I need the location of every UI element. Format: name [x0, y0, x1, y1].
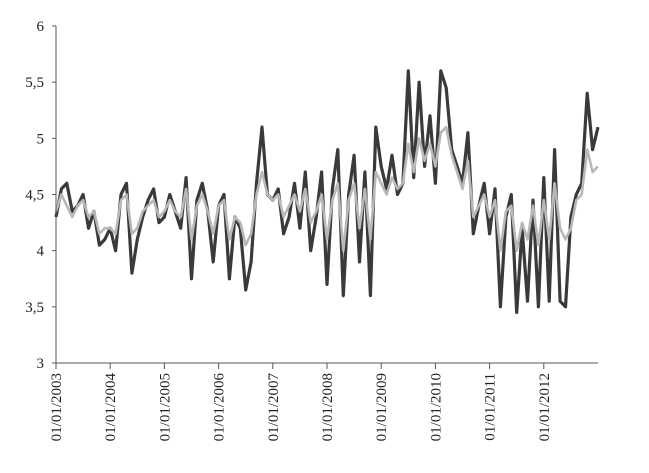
x-tick-label: 01/01/2003	[49, 373, 65, 441]
x-axis-ticks: 01/01/2003 01/01/2004 01/01/2005 01/01/2006…	[49, 363, 553, 441]
x-tick-label: 01/01/2007	[266, 373, 282, 442]
y-tick-label: 5	[37, 131, 45, 147]
y-axis-ticks: 3 3,5 4 4,5 5 5,5 6	[25, 19, 56, 372]
x-tick-label: 01/01/2006	[212, 373, 228, 442]
y-tick-label: 4	[37, 244, 45, 260]
y-tick-label: 5,5	[25, 75, 44, 91]
series-line-2	[54, 125, 599, 252]
plot-area	[54, 69, 600, 314]
x-tick-label: 01/01/2005	[157, 373, 173, 441]
x-tick-label: 01/01/2009	[374, 373, 390, 441]
series-line-1	[54, 69, 600, 314]
x-tick-label: 01/01/2011	[483, 373, 499, 441]
x-tick-label: 01/01/2010	[428, 373, 444, 441]
y-tick-label: 3	[37, 356, 45, 372]
y-tick-label: 4,5	[25, 188, 44, 204]
x-tick-label: 01/01/2012	[537, 373, 553, 441]
y-tick-label: 3,5	[25, 300, 44, 316]
y-tick-label: 6	[37, 19, 45, 35]
x-tick-label: 01/01/2004	[103, 373, 119, 442]
x-tick-label: 01/01/2008	[320, 373, 336, 441]
